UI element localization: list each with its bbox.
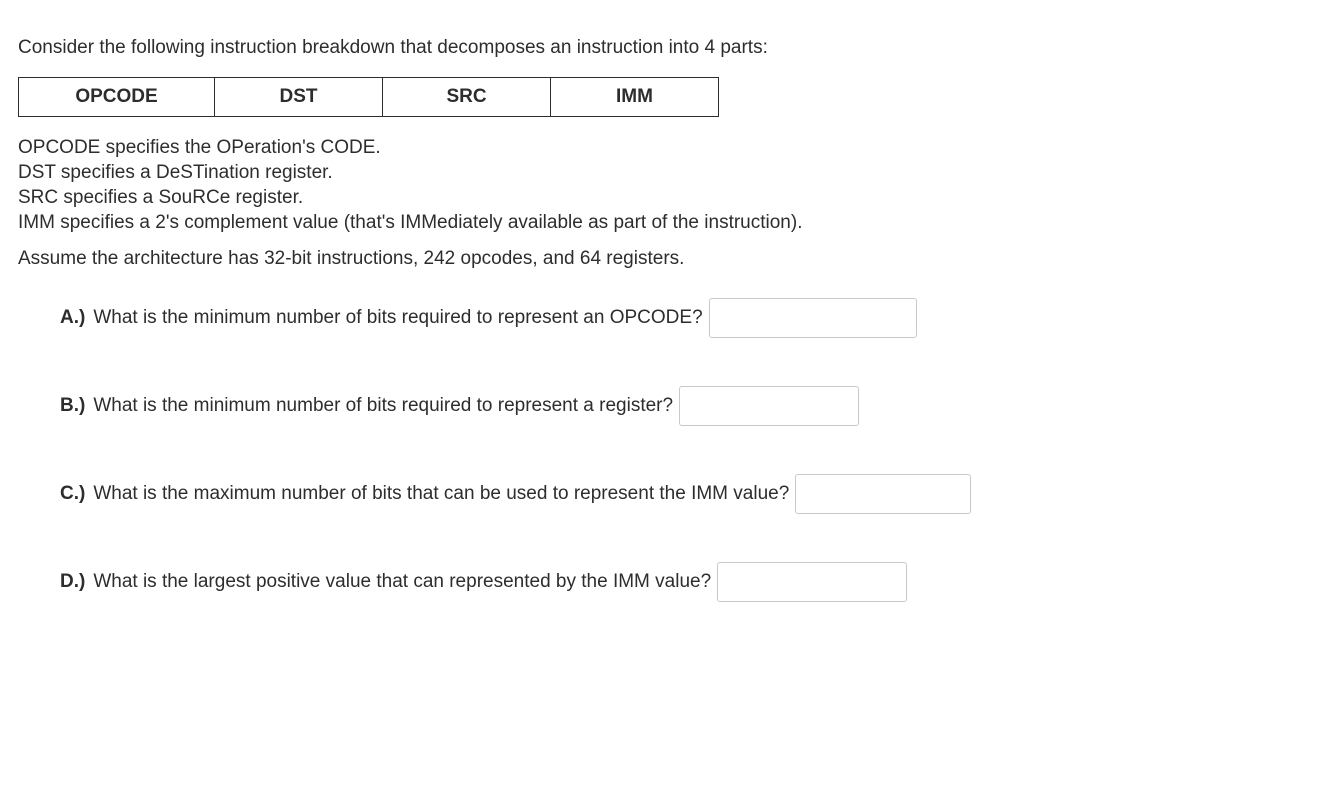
cell-opcode: OPCODE <box>19 78 215 117</box>
question-c-label: C.) <box>60 483 85 505</box>
answer-input-c[interactable] <box>795 474 971 514</box>
assume-text: Assume the architecture has 32-bit instr… <box>18 248 1304 270</box>
def-imm: IMM specifies a 2's complement value (th… <box>18 212 1304 234</box>
def-src: SRC specifies a SouRCe register. <box>18 187 1304 209</box>
question-c-text: What is the maximum number of bits that … <box>93 483 789 505</box>
questions-block: A.) What is the minimum number of bits r… <box>18 298 1304 602</box>
question-d-text: What is the largest positive value that … <box>93 571 711 593</box>
answer-input-a[interactable] <box>709 298 917 338</box>
cell-imm: IMM <box>551 78 719 117</box>
question-b: B.) What is the minimum number of bits r… <box>60 386 1304 426</box>
def-opcode: OPCODE specifies the OPeration's CODE. <box>18 137 1304 159</box>
question-a-label: A.) <box>60 307 85 329</box>
instruction-row: OPCODE DST SRC IMM <box>19 78 719 117</box>
question-a: A.) What is the minimum number of bits r… <box>60 298 1304 338</box>
question-c: C.) What is the maximum number of bits t… <box>60 474 1304 514</box>
instruction-table: OPCODE DST SRC IMM <box>18 77 719 117</box>
definitions-block: OPCODE specifies the OPeration's CODE. D… <box>18 137 1304 234</box>
def-dst: DST specifies a DeSTination register. <box>18 162 1304 184</box>
answer-input-d[interactable] <box>717 562 907 602</box>
cell-src: SRC <box>383 78 551 117</box>
intro-text: Consider the following instruction break… <box>18 37 1304 59</box>
question-b-label: B.) <box>60 395 85 417</box>
answer-input-b[interactable] <box>679 386 859 426</box>
cell-dst: DST <box>215 78 383 117</box>
question-d: D.) What is the largest positive value t… <box>60 562 1304 602</box>
question-d-label: D.) <box>60 571 85 593</box>
question-a-text: What is the minimum number of bits requi… <box>93 307 702 329</box>
question-b-text: What is the minimum number of bits requi… <box>93 395 673 417</box>
